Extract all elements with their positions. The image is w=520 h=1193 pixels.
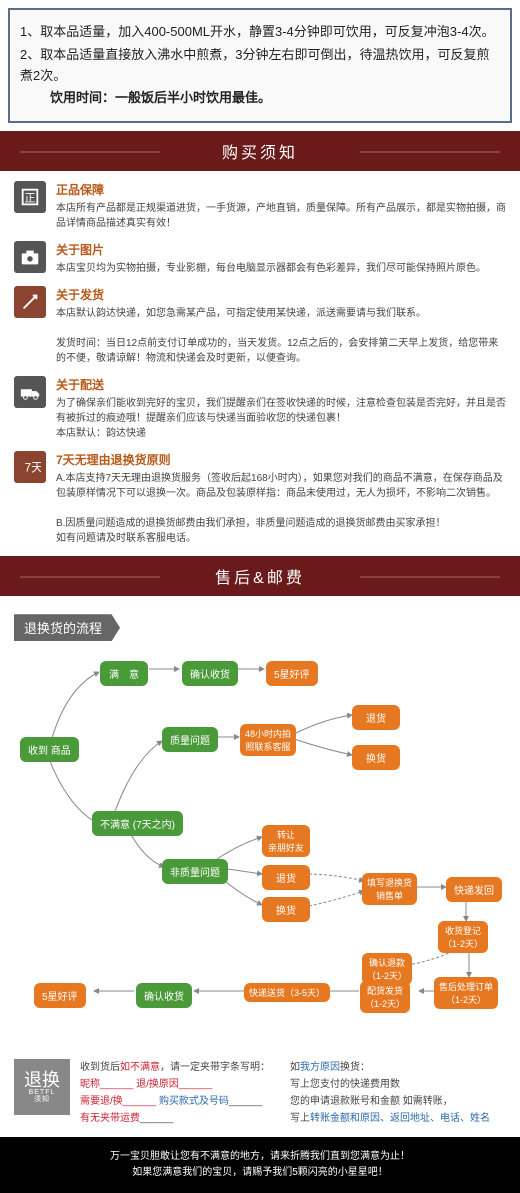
svg-text:正: 正 xyxy=(25,193,36,205)
flow-node: 确认收货 xyxy=(136,983,192,1008)
flow-node: 换货 xyxy=(352,745,400,770)
info-item: 正 正品保障本店所有产品都是正规渠道进货，一手货源，产地直销，质量保障。所有产品… xyxy=(14,181,506,231)
info-title: 关于发货 xyxy=(56,286,506,303)
info-title: 关于配送 xyxy=(56,376,506,393)
truck-icon xyxy=(14,376,46,408)
info-item: 7天 7天无理由退换货原则 A.本店支持7天无理由退换货服务（签收后起168小时内… xyxy=(14,451,506,546)
info-title: 7天无理由退换货原则 xyxy=(56,451,506,468)
flow-node: 换货 xyxy=(262,897,310,922)
info-item: 关于图片本店宝贝均为实物拍摄，专业影棚，每台电脑显示器都会有色彩差异，我们尽可能… xyxy=(14,241,506,276)
info-item: 关于发货本店默认韵达快递，如您急需某产品，可指定使用某快递，派送需要请与我们联系… xyxy=(14,286,506,366)
footer-line: 如果您满意我们的宝贝，请赐予我们5颗闪亮的小星星吧！ xyxy=(12,1165,508,1181)
authentic-icon: 正 xyxy=(14,181,46,213)
return-notice: 退换 BETFL 须知 收到货后如不满意，请一定夹带字条写明： 昵称______… xyxy=(14,1059,506,1127)
info-body: 本店默认韵达快递，如您急需某产品，可指定使用某快递，派送需要请与我们联系。 发货… xyxy=(56,306,506,366)
usage-note: 饮用时间：一般饭后半小时饮用最佳。 xyxy=(20,88,500,109)
seven-day-icon: 7天 xyxy=(14,451,46,483)
info-body: 本店所有产品都是正规渠道进货，一手货源，产地直销，质量保障。所有产品展示，都是实… xyxy=(56,201,506,231)
info-list: 正 正品保障本店所有产品都是正规渠道进货，一手货源，产地直销，质量保障。所有产品… xyxy=(0,181,520,546)
flow-node: 快递发回 xyxy=(446,877,502,902)
usage-line: 2、取本品适量直接放入沸水中煎煮，3分钟左右即可倒出，待温热饮用，可反复煎煮2次… xyxy=(20,45,500,87)
flow-node: 5星好评 xyxy=(34,983,86,1008)
return-icon: 退换 BETFL 须知 xyxy=(14,1059,70,1115)
usage-line: 1、取本品适量，加入400-500ML开水，静置3-4分钟即可饮用，可反复冲泡3… xyxy=(20,22,500,43)
flow-node: 快递送货（3-5天） xyxy=(244,983,330,1002)
info-body: 为了确保亲们能收到完好的宝贝，我们提醒亲们在签收快递的时候，注意检查包装是否完好… xyxy=(56,396,506,441)
return-left: 收到货后如不满意，请一定夹带字条写明： 昵称______ 退/换原因______… xyxy=(80,1059,270,1127)
flow-node: 质量问题 xyxy=(162,727,218,752)
info-title: 正品保障 xyxy=(56,181,506,198)
section-title: 售后&邮费 xyxy=(0,556,520,596)
camera-icon xyxy=(14,241,46,273)
flow-node: 填写退换货 销售单 xyxy=(362,873,417,905)
flow-node: 满 意 xyxy=(100,661,148,686)
flow-node: 退货 xyxy=(262,865,310,890)
section-title: 购买须知 xyxy=(0,131,520,171)
info-item: 关于配送为了确保亲们能收到完好的宝贝，我们提醒亲们在签收快递的时候，注意检查包装… xyxy=(14,376,506,441)
flow-node: 非质量问题 xyxy=(162,859,228,884)
flow-node: 转让 亲朋好友 xyxy=(262,825,310,857)
return-flowchart: 收到 商品 满 意 确认收货 5星好评 不满意 (7天之内) 质量问题 48小时… xyxy=(14,649,506,1049)
flow-node: 收到 商品 xyxy=(20,737,79,762)
svg-text:7天: 7天 xyxy=(25,461,42,475)
flow-node: 不满意 (7天之内) xyxy=(92,811,183,836)
info-title: 关于图片 xyxy=(56,241,486,258)
info-body: A.本店支持7天无理由退换货服务（签收后起168小时内），如果您对我们的商品不满… xyxy=(56,471,506,546)
flow-node: 5星好评 xyxy=(266,661,318,686)
flow-node: 收货登记 （1-2天） xyxy=(438,921,488,953)
return-right: 如我方原因换货： 写上您支付的快递费用数 您的申请退款账号和金额 如需转账， 写… xyxy=(290,1059,490,1127)
flow-node: 售后处理订单 （1-2天） xyxy=(434,977,498,1009)
flow-title: 退换货的流程 xyxy=(14,614,120,641)
flow-node: 48小时内拍 照联系客服 xyxy=(240,724,296,756)
usage-instructions: 1、取本品适量，加入400-500ML开水，静置3-4分钟即可饮用，可反复冲泡3… xyxy=(8,8,512,123)
flow-node: 退货 xyxy=(352,705,400,730)
info-body: 本店宝贝均为实物拍摄，专业影棚，每台电脑显示器都会有色彩差异，我们尽可能保持照片… xyxy=(56,261,486,276)
shipping-icon xyxy=(14,286,46,318)
flow-node: 配货发货 （1-2天） xyxy=(360,981,410,1013)
footer-line: 万一宝贝胆敢让您有不满意的地方，请来折腾我们直到您满意为止！ xyxy=(12,1149,508,1165)
flow-node: 确认收货 xyxy=(182,661,238,686)
footer: 万一宝贝胆敢让您有不满意的地方，请来折腾我们直到您满意为止！ 如果您满意我们的宝… xyxy=(0,1137,520,1193)
